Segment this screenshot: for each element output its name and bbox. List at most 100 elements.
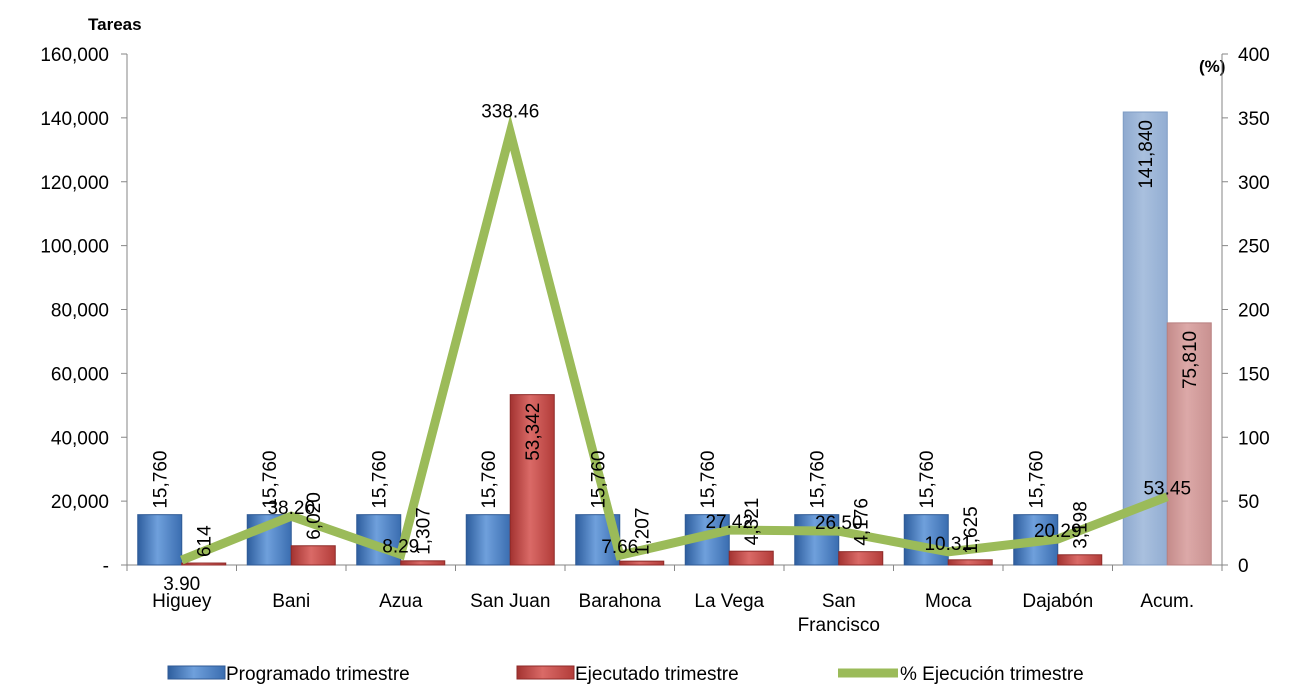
- programado-bar-label: 15,760: [1027, 451, 1048, 509]
- category-label: Dajabón: [1022, 591, 1093, 612]
- ejecutado-bar: [181, 562, 227, 566]
- category-label: Barahona: [579, 591, 662, 612]
- y-tick-label: 100,000: [40, 237, 109, 258]
- y-tick-label: 80,000: [51, 301, 109, 322]
- legend-label: Ejecutado trimestre: [575, 664, 739, 685]
- programado-bar: [1122, 111, 1168, 566]
- programado-bar-label: 141,840: [1136, 120, 1157, 189]
- category-label-line: Dajabón: [1022, 591, 1093, 612]
- ejecutado-bar-label: 75,810: [1180, 331, 1201, 389]
- ejecutado-bar-label: 1,207: [633, 508, 654, 556]
- legend-swatch: [167, 665, 226, 680]
- legend-label: Programado trimestre: [226, 664, 410, 685]
- ejecutado-bar: [838, 551, 884, 566]
- y-axis-title: Tareas: [88, 15, 142, 34]
- programado-bar-label: 15,760: [698, 451, 719, 509]
- programado-bar: [465, 514, 511, 566]
- y-tick-label: 40,000: [51, 428, 109, 449]
- legend-item: % Ejecución trimestre: [838, 664, 1084, 685]
- ejecutado-bar: [728, 550, 774, 566]
- programado-bar-label: 15,760: [370, 451, 391, 509]
- category-label-line: Moca: [925, 591, 972, 612]
- y2-tick-label: 100: [1238, 428, 1270, 449]
- percent-label: 26.50: [815, 513, 863, 534]
- ejecutado-bar-label: 53,342: [523, 403, 544, 461]
- ejecutado-bar: [947, 559, 993, 566]
- programado-bar: [137, 514, 183, 566]
- ejecutado-bar: [1057, 554, 1103, 566]
- category-label-line: La Vega: [694, 591, 764, 612]
- y-tick-label: -: [103, 556, 109, 577]
- percent-label: 27.42: [705, 512, 753, 533]
- programado-bar-label: 15,760: [808, 451, 829, 509]
- programado-bar-label: 15,760: [260, 451, 281, 509]
- category-label: Azua: [379, 591, 423, 612]
- category-label-line: San: [822, 591, 856, 612]
- category-label-line: Barahona: [579, 591, 662, 612]
- percent-label: 53.45: [1143, 479, 1191, 500]
- bars: [137, 111, 1212, 566]
- percent-line: [180, 114, 1169, 565]
- ejecutado-bar-label: 614: [195, 525, 216, 557]
- percent-series-line: [180, 114, 1169, 565]
- legend: Programado trimestre Ejecutado trimestre%…: [167, 664, 1084, 685]
- legend-swatch: [516, 665, 575, 680]
- y-tick-label: 140,000: [40, 109, 109, 130]
- category-label: Moca: [925, 591, 972, 612]
- legend-item: Ejecutado trimestre: [516, 664, 739, 685]
- programado-bar-label: 15,760: [151, 451, 172, 509]
- programado-bar-label: 15,760: [917, 451, 938, 509]
- y2-axis-title: (%): [1199, 57, 1225, 76]
- programado-bar-label: 15,760: [479, 451, 500, 509]
- y2-tick-label: 200: [1238, 301, 1270, 322]
- y-tick-label: 20,000: [51, 492, 109, 513]
- y2-tick-label: 350: [1238, 109, 1270, 130]
- category-label-line: San Juan: [470, 591, 550, 612]
- ejecutado-bar-label: 3,198: [1071, 501, 1092, 549]
- programado-bar: [794, 514, 840, 566]
- ejecutado-bar: [400, 560, 446, 566]
- category-label: Bani: [272, 591, 310, 612]
- category-label-line: Bani: [272, 591, 310, 612]
- data-labels: 15,760 614 15,760 6,020 15,760 1,307 15,760 53,…: [151, 102, 1202, 595]
- ejecutado-bar: [290, 545, 336, 566]
- ejecutado-bar-label: 6,020: [304, 492, 325, 540]
- ejecutado-bar: [619, 560, 665, 566]
- ejecutado-bar: [509, 394, 555, 566]
- category-label: San Juan: [470, 591, 550, 612]
- ejecutado-bar-label: 1,307: [414, 507, 435, 555]
- y2-tick-label: 50: [1238, 492, 1259, 513]
- ejecutado-bar: [1166, 322, 1212, 566]
- y2-tick-label: 400: [1238, 45, 1270, 66]
- category-label: Higuey: [152, 591, 212, 612]
- legend-label: % Ejecución trimestre: [900, 664, 1084, 685]
- y-tick-label: 160,000: [40, 45, 109, 66]
- y2-tick-label: 250: [1238, 237, 1270, 258]
- category-label-line: Higuey: [152, 591, 212, 612]
- axes: - 20,000 40,000 60,000 80,000 100,000 120,000 1…: [40, 45, 1269, 636]
- y2-tick-label: 300: [1238, 173, 1270, 194]
- legend-item: Programado trimestre: [167, 664, 410, 685]
- ejecutado-bar-label: 1,625: [961, 506, 982, 554]
- programado-bar: [903, 514, 949, 566]
- percent-label: 10.31: [924, 534, 972, 555]
- category-label: La Vega: [694, 591, 764, 612]
- percent-label: 7.66: [601, 537, 638, 558]
- programado-bar-label: 15,760: [589, 451, 610, 509]
- percent-label: 338.46: [481, 102, 539, 123]
- y2-tick-label: 150: [1238, 364, 1270, 385]
- ejecutado-bar-label: 4,321: [742, 498, 763, 546]
- percent-label: 8.29: [382, 536, 419, 557]
- category-label-line: Acum.: [1140, 591, 1194, 612]
- percent-label: 20.29: [1034, 521, 1082, 542]
- category-label-line: Francisco: [798, 615, 880, 636]
- ejecutado-bar-label: 4,176: [852, 498, 873, 546]
- category-label-line: Azua: [379, 591, 423, 612]
- percent-label: 3.90: [163, 574, 200, 595]
- y2-tick-label: 0: [1238, 556, 1249, 577]
- category-label: San Francisco: [798, 591, 880, 636]
- percent-label: 38.20: [267, 498, 315, 519]
- y-tick-label: 120,000: [40, 173, 109, 194]
- category-label: Acum.: [1140, 591, 1194, 612]
